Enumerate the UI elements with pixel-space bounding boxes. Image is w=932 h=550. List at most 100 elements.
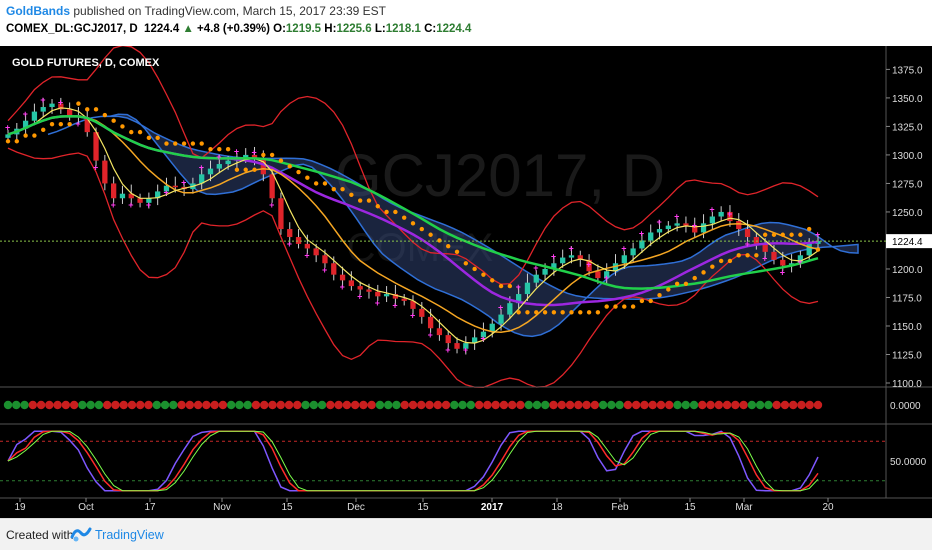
candle-body (612, 263, 619, 272)
signal-dot (604, 304, 609, 309)
signal-dot (217, 147, 222, 152)
signal-dot (93, 107, 99, 112)
chart-area[interactable]: GCJ2017, D COMEX + + + + + + + + + + + + + + + + + + + + + + +… (0, 44, 932, 518)
candle-body (674, 223, 680, 226)
time-tick-label: 2017 (481, 502, 504, 513)
symbol-label[interactable]: COMEX_DL:GCJ2017, D (6, 23, 138, 35)
tradingview-brand[interactable]: TradingView (95, 528, 164, 542)
low-label: L: (374, 23, 386, 35)
price-tick-label: 1150.0 (892, 322, 922, 333)
signal-dot (498, 283, 504, 289)
signal-bar-dot (384, 400, 393, 410)
candle-body (692, 225, 698, 233)
candle-body (630, 248, 636, 256)
signal-bar-dot (342, 400, 352, 410)
candle-body (31, 111, 38, 121)
signal-dot (798, 232, 803, 237)
cross-marker: + (762, 254, 767, 264)
close-value: 1224.4 (436, 23, 472, 35)
signal-dot (401, 215, 407, 220)
candle-body (753, 237, 760, 244)
signal-bar-dot (94, 400, 104, 410)
time-tick-label: 19 (14, 502, 26, 513)
candle-body (146, 198, 152, 203)
candle-body (137, 198, 143, 203)
signal-dot (745, 253, 750, 258)
candle-body (560, 257, 566, 264)
signal-dot (234, 167, 240, 172)
signal-dot (305, 175, 310, 180)
cross-marker: + (163, 188, 168, 198)
signal-dot (595, 310, 601, 315)
price-axis[interactable]: 1375.01350.01325.01300.01275.01250.01225… (886, 65, 923, 390)
signal-dot (331, 186, 336, 192)
footer: Created with TradingView (0, 518, 932, 550)
signal-dot (155, 135, 160, 141)
last-price-box (886, 234, 932, 249)
signal-dot (287, 164, 292, 169)
signal-dot (296, 169, 301, 175)
signal-bar-dot (631, 400, 641, 410)
cross-marker: + (58, 97, 63, 107)
signal-bar-dot (12, 400, 21, 410)
signal-dot (534, 310, 539, 315)
signal-bar-dot (673, 400, 682, 410)
author-link[interactable]: GoldBands (6, 4, 71, 18)
cross-marker: + (604, 273, 609, 283)
signal-bar-dot (598, 400, 608, 410)
signal-dot (736, 253, 741, 258)
signal-bar-dot (28, 400, 37, 410)
signal-bar-dot (152, 400, 161, 410)
signal-bar-dot (615, 400, 624, 410)
cross-marker: + (727, 209, 732, 219)
candle-body (260, 159, 266, 175)
cross-marker: + (445, 345, 450, 355)
signal-bar-dot (507, 400, 517, 410)
candle-body (507, 303, 513, 315)
candle-body (577, 255, 583, 260)
signal-dot (199, 141, 204, 146)
signal-dot (701, 270, 706, 275)
stoch-smooth-line (7, 430, 819, 492)
signal-bar-dot (656, 400, 666, 410)
signal-bar-dot (574, 400, 583, 410)
signal-bar-dot (260, 400, 269, 410)
time-tick-label: 20 (822, 502, 834, 513)
close-label: C: (424, 23, 437, 35)
fast-ma-line (7, 107, 819, 344)
cross-marker: + (269, 200, 274, 210)
signal-dot (23, 133, 28, 138)
candle-body (128, 193, 134, 199)
chart-svg[interactable]: GCJ2017, D COMEX +++ ++++ + ++++++ ++++++++ +… (0, 44, 932, 518)
signal-bar-dot (359, 400, 368, 410)
cross-marker: + (93, 162, 98, 172)
signal-bar-dot (3, 400, 13, 410)
symbol-watermark: GCJ2017, D (335, 142, 665, 209)
signal-dot (164, 141, 169, 146)
signal-bar-dot (284, 400, 294, 410)
cross-marker: + (199, 162, 204, 172)
signal-dot (208, 147, 213, 152)
signal-dot (419, 226, 425, 232)
candle-body (172, 185, 178, 188)
cross-marker: + (304, 250, 309, 260)
signal-bar-dot (367, 400, 376, 410)
cross-marker: + (551, 251, 556, 261)
signal-bar-dot (202, 400, 211, 410)
bollinger-bands (7, 44, 819, 388)
last-price-label: 1224.4 (892, 237, 923, 248)
price-tick-label: 1325.0 (892, 122, 923, 133)
candle-body (357, 286, 363, 290)
signal-bar-dot (127, 400, 137, 410)
signal-dot (613, 304, 618, 309)
candle-body (480, 331, 487, 338)
cross-marker: + (533, 263, 538, 273)
signal-bar-dot (20, 400, 29, 410)
tradingview-logo-icon[interactable] (70, 525, 92, 543)
candle-body (207, 168, 214, 175)
signal-bar-dot (193, 400, 203, 410)
candle-body (700, 223, 707, 233)
time-axis[interactable]: 19 Oct 17 Nov 15 Dec 15 2017 18 Feb 15 Mar 20 (14, 498, 834, 513)
cross-marker: + (780, 267, 785, 277)
signal-bar-dot (326, 400, 335, 410)
